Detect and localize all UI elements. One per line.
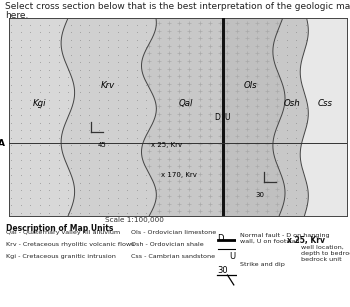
Text: here.: here. — [5, 11, 29, 20]
Text: x 25, Krv: x 25, Krv — [150, 142, 182, 148]
Text: Ols: Ols — [244, 81, 258, 90]
Text: x 170, Krv: x 170, Krv — [161, 172, 197, 178]
Text: D: D — [215, 113, 220, 122]
Text: Krv - Cretaceous rhyolitic volcanic flows: Krv - Cretaceous rhyolitic volcanic flow… — [6, 242, 135, 247]
Text: Normal fault - D on hanging
wall, U on footwall: Normal fault - D on hanging wall, U on f… — [240, 233, 329, 244]
Text: Ols - Ordovician limestone: Ols - Ordovician limestone — [131, 230, 217, 235]
Text: Scale 1:100,000: Scale 1:100,000 — [105, 217, 164, 223]
Text: 45: 45 — [98, 142, 106, 148]
Text: Krv: Krv — [101, 81, 116, 90]
Text: x 25, Krv: x 25, Krv — [287, 236, 325, 245]
Text: Qal: Qal — [178, 99, 193, 108]
Text: Osh - Ordovician shale: Osh - Ordovician shale — [131, 242, 204, 247]
Text: Css: Css — [318, 99, 333, 108]
Text: Kgi: Kgi — [33, 99, 46, 108]
Text: Css - Cambrian sandstone: Css - Cambrian sandstone — [131, 254, 215, 259]
Text: Select cross section below that is the best interpretation of the geologic map s: Select cross section below that is the b… — [5, 2, 350, 11]
Text: 30: 30 — [217, 266, 228, 275]
Text: Strike and dip: Strike and dip — [240, 262, 285, 267]
Text: D: D — [217, 234, 224, 243]
Text: 30: 30 — [255, 192, 264, 198]
Text: Osh: Osh — [284, 99, 300, 108]
Text: A: A — [0, 139, 5, 148]
Text: Kgi - Cretaceous granitic intrusion: Kgi - Cretaceous granitic intrusion — [6, 254, 116, 259]
Text: well location,
depth to bedrock,
bedrock unit: well location, depth to bedrock, bedrock… — [301, 245, 350, 262]
Text: Qal - Quaternary valley fill alluvium: Qal - Quaternary valley fill alluvium — [6, 230, 120, 235]
Text: U: U — [230, 252, 236, 261]
Text: Description of Map Units: Description of Map Units — [6, 224, 114, 233]
Text: U: U — [225, 113, 230, 122]
